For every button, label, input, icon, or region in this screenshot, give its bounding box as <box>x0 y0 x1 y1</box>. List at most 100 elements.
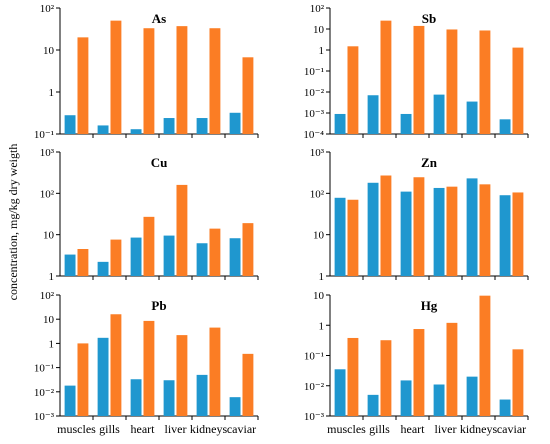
bar-hg-caviar-s1 <box>499 399 511 416</box>
bar-hg-heart-s2 <box>413 329 425 416</box>
panel-title: Zn <box>421 155 438 170</box>
y-tick-label: 10 <box>43 230 55 242</box>
bar-cu-caviar-s1 <box>229 238 241 276</box>
y-tick-label: 1 <box>49 338 55 350</box>
bar-sb-liver-s2 <box>446 29 458 134</box>
y-tick-label: 10⁻¹ <box>34 363 54 375</box>
y-tick-label: 10⁻³ <box>304 108 325 120</box>
x-tick-label-heart: heart <box>131 422 156 436</box>
bar-as-kidneys-s2 <box>209 28 221 134</box>
bar-as-liver-s2 <box>176 26 188 134</box>
bar-as-muscles-s2 <box>77 37 89 134</box>
bar-sb-heart-s2 <box>413 25 425 134</box>
bar-sb-caviar-s2 <box>512 47 524 134</box>
y-tick-label: 10⁻³ <box>304 411 325 423</box>
y-tick-label: 10 <box>313 230 325 242</box>
axis-frame <box>329 152 528 277</box>
bar-cu-heart-s2 <box>143 216 155 276</box>
bar-hg-gills-s2 <box>380 340 392 416</box>
y-tick-label: 10² <box>310 3 325 15</box>
bar-pb-heart-s2 <box>143 320 155 416</box>
bar-sb-gills-s2 <box>380 20 392 134</box>
panel-title: Hg <box>421 298 438 313</box>
axis-frame <box>329 295 528 417</box>
y-tick-label: 10 <box>313 290 325 302</box>
bar-cu-heart-s1 <box>130 237 142 276</box>
x-tick-label-liver: liver <box>165 422 187 436</box>
bar-pb-gills-s2 <box>110 314 122 416</box>
y-axis-title: concentration, mg/kg dry weigth <box>6 144 20 301</box>
bar-cu-gills-s1 <box>97 261 109 276</box>
bar-zn-liver-s1 <box>433 187 445 276</box>
bar-pb-liver-s1 <box>163 380 175 416</box>
x-tick-label-caviar: caviar <box>227 422 256 436</box>
y-tick-label: 10 <box>313 24 325 36</box>
bar-zn-liver-s2 <box>446 186 458 276</box>
bar-pb-gills-s1 <box>97 337 109 416</box>
y-tick-label: 10⁻² <box>304 381 325 393</box>
bar-pb-kidneys-s2 <box>209 327 221 416</box>
x-tick-label-kidneys: kidneys <box>190 422 228 436</box>
bar-cu-muscles-s1 <box>64 254 76 276</box>
bar-hg-muscles-s1 <box>334 369 346 416</box>
bar-pb-caviar-s1 <box>229 397 241 416</box>
bar-pb-liver-s2 <box>176 335 188 416</box>
panel-title: Pb <box>151 298 166 313</box>
x-tick-label-liver: liver <box>435 422 457 436</box>
y-tick-label: 10⁻³ <box>34 411 55 423</box>
bar-hg-heart-s1 <box>400 380 412 416</box>
bar-hg-liver-s2 <box>446 322 458 416</box>
bar-zn-kidneys-s1 <box>466 178 478 276</box>
panel-title: As <box>152 11 166 26</box>
x-tick-label-caviar: caviar <box>497 422 526 436</box>
y-tick-label: 10² <box>40 188 55 200</box>
panel-title: Cu <box>151 155 168 170</box>
y-tick-label: 10² <box>310 188 325 200</box>
bar-pb-kidneys-s1 <box>196 374 208 416</box>
bar-pb-muscles-s2 <box>77 343 89 416</box>
bar-sb-caviar-s1 <box>499 119 511 134</box>
bar-cu-kidneys-s2 <box>209 228 221 276</box>
x-tick-label-heart: heart <box>401 422 426 436</box>
bar-as-gills-s1 <box>97 125 109 134</box>
y-tick-label: 10² <box>40 290 55 302</box>
bar-zn-caviar-s2 <box>512 192 524 276</box>
panel-cu: 1 10 10² 10³ Cu <box>40 147 259 283</box>
bar-sb-muscles-s1 <box>334 113 346 134</box>
bar-cu-caviar-s2 <box>242 223 254 276</box>
bar-zn-gills-s2 <box>380 175 392 276</box>
bar-as-muscles-s1 <box>64 115 76 134</box>
panel-pb: 10⁻³ 10⁻² 10⁻¹ 1 10 10² muscles gills heart liver… <box>34 290 259 436</box>
bar-sb-heart-s1 <box>400 113 412 134</box>
bar-as-heart-s2 <box>143 28 155 134</box>
bar-as-caviar-s1 <box>229 112 241 134</box>
bar-pb-heart-s1 <box>130 379 142 416</box>
y-tick-label: 10³ <box>310 147 325 159</box>
bar-zn-gills-s1 <box>367 182 379 276</box>
bar-sb-muscles-s2 <box>347 46 359 134</box>
bar-zn-heart-s1 <box>400 191 412 276</box>
panel-title: Sb <box>422 11 436 26</box>
y-tick-label: 10⁻¹ <box>34 129 54 141</box>
panel-sb: 10⁻⁴ 10⁻³ 10⁻² 10⁻¹ 1 10 10² Sb <box>303 3 529 141</box>
bar-hg-liver-s1 <box>433 384 445 416</box>
y-tick-label: 10⁻² <box>34 387 55 399</box>
panel-as: 10⁻¹ 1 10 10² As <box>34 3 259 141</box>
bar-sb-liver-s1 <box>433 94 445 134</box>
bar-sb-kidneys-s1 <box>466 101 478 134</box>
axis-frame <box>329 8 528 135</box>
y-tick-label: 10⁻¹ <box>304 351 324 363</box>
x-tick-label-gills: gills <box>369 422 390 436</box>
bar-as-liver-s1 <box>163 118 175 134</box>
bar-hg-caviar-s2 <box>512 349 524 416</box>
x-tick-label-muscles: muscles <box>57 422 96 436</box>
y-tick-label: 10⁻⁴ <box>303 129 324 141</box>
bar-zn-muscles-s1 <box>334 197 346 276</box>
bar-pb-muscles-s1 <box>64 385 76 416</box>
bar-hg-gills-s1 <box>367 394 379 416</box>
bar-cu-liver-s1 <box>163 235 175 276</box>
y-tick-label: 1 <box>49 87 55 99</box>
bar-zn-muscles-s2 <box>347 199 359 276</box>
